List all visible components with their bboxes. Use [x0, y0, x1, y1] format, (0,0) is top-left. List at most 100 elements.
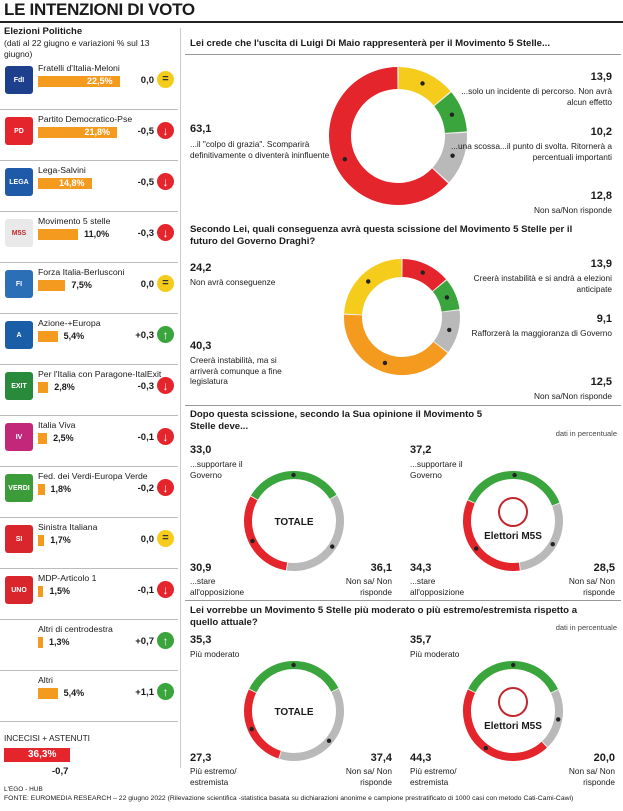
party-variation: -0,2 [137, 483, 154, 494]
arrow-down-icon: ↓ [157, 173, 174, 190]
q3-total-value-green: 33,0 [190, 444, 212, 456]
q2-label-green: Rafforzerà la maggioranza di Governo [471, 328, 612, 338]
party-logo: FI [5, 270, 33, 298]
party-value: 1,5% [49, 586, 70, 596]
q3-total-donut: TOTALE [244, 471, 344, 571]
q4-total-label-grey: Non sa/ Non risponde [345, 766, 392, 787]
column-divider [180, 28, 181, 768]
q1-rule [185, 54, 621, 55]
equal-icon: = [157, 275, 174, 292]
q4-total-donut: TOTALE [244, 661, 344, 761]
arrow-down-icon: ↓ [157, 479, 174, 496]
equal-icon: = [157, 71, 174, 88]
donut-leader-dot [450, 153, 455, 158]
q3-total-value-grey: 36,1 [370, 562, 392, 574]
undecided-variation: -0,7 [52, 766, 69, 777]
donut-leader-dot [449, 112, 455, 117]
donut-leader-dot [447, 327, 452, 333]
party-value: 5,4% [63, 331, 85, 341]
q3-m5s-value-red: 34,3 [410, 562, 432, 574]
q3-total-value-red: 30,9 [190, 562, 212, 574]
party-name: Fratelli d'Italia-Meloni [38, 63, 120, 73]
party-variation: +0,7 [135, 636, 154, 647]
party-variation: 0,0 [140, 534, 154, 545]
donut-slice-grey [279, 688, 344, 761]
party-row: UNO MDP-Articolo 1 1,5% -0,1 ↓ [0, 568, 178, 620]
party-name: Forza Italia-Berlusconi [38, 267, 125, 277]
donut-leader-dot [512, 472, 517, 478]
donut-center-label: TOTALE [274, 707, 313, 718]
q2-label-red: Creerà instabilità e si andrà a elezioni… [473, 273, 612, 294]
title-rule [0, 21, 623, 23]
q2-value-orange: 40,3 [190, 340, 212, 352]
party-variation: -0,5 [137, 126, 154, 137]
undecided-bar [4, 748, 71, 762]
donut-center-label: Elettori M5S [484, 531, 542, 542]
party-value: 11,0% [84, 229, 110, 239]
donut-leader-dot [291, 662, 296, 668]
party-logo: SI [5, 525, 33, 553]
donut-leader-dot [444, 295, 450, 300]
q2-value-grey: 12,5 [590, 376, 612, 388]
donut-slice-yellow [397, 67, 451, 106]
party-name: Movimento 5 stelle [38, 216, 111, 226]
party-value: 21,8% [84, 127, 110, 137]
q2-value-yellow: 24,2 [190, 262, 212, 274]
party-bar [38, 484, 45, 495]
party-name: Per l'Italia con Paragone-ItalExit [38, 369, 162, 379]
q2-title: Secondo Lei, quali conseguenza avrà ques… [190, 224, 573, 247]
donut-leader-dot [291, 472, 296, 478]
party-row: SI Sinistra Italiana 1,7% 0,0 = [0, 517, 178, 569]
party-bar [38, 178, 92, 189]
q1-label-green: ...una scossa...il punto di svolta. Rito… [451, 141, 612, 162]
donut-leader-dot [326, 738, 332, 744]
donut-slice-grey [286, 495, 344, 571]
q3-total-label-green: ...supportare il Governo [190, 459, 243, 480]
donut-slice-red [401, 259, 447, 292]
party-row: FI Forza Italia-Berlusconi 7,5% 0,0 = [0, 262, 178, 314]
donut-slice-orange [344, 314, 448, 375]
donut-slice-green [468, 661, 558, 693]
q4-m5s-label-red: Più estremo/ estremista [410, 766, 457, 787]
q4-note: dati in percentuale [555, 623, 617, 632]
q1-label-red: ...il "colpo di grazia". Scomparirà defi… [190, 139, 330, 160]
party-name: Fed. dei Verdi-Europa Verde [38, 471, 148, 481]
party-value: 22,5% [87, 76, 113, 86]
party-row: Altri di centrodestra 1,3% +0,7 ↑ [0, 619, 178, 671]
q3-total-label-grey: Non sa/ Non risponde [345, 576, 392, 597]
party-name: Sinistra Italiana [38, 522, 98, 532]
section-note: (dati al 22 giugno e variazioni % sul 13… [4, 38, 150, 59]
q4-m5s-label-grey: Non sa/ Non risponde [568, 766, 615, 787]
q1-value-red: 63,1 [190, 123, 212, 135]
party-row: IV Italia Viva 2,5% -0,1 ↓ [0, 415, 178, 467]
donut-slice-yellow [344, 259, 403, 316]
donut-leader-dot [483, 745, 488, 751]
party-row: A Azione-+Europa 5,4% +0,3 ↑ [0, 313, 178, 365]
party-logo: VERDI [5, 474, 33, 502]
q1-title: Lei crede che l'uscita di Luigi Di Maio … [190, 38, 551, 49]
arrow-up-icon: ↑ [157, 683, 174, 700]
q3-m5s-value-green: 37,2 [410, 444, 432, 456]
donut-slice-green [249, 661, 339, 693]
donut-slice-red [244, 689, 281, 759]
party-bar [38, 127, 118, 138]
q2-value-red: 13,9 [590, 258, 612, 270]
q3-m5s-label-green: ...supportare il Governo [410, 459, 463, 480]
q4-m5s-donut: Elettori M5S [463, 661, 563, 761]
equal-icon: = [157, 530, 174, 547]
party-logo: FdI [5, 66, 33, 94]
q3-total-label-red: ...stare all'opposizione [190, 576, 245, 597]
donut-leader-dot [250, 538, 255, 544]
arrow-down-icon: ↓ [157, 122, 174, 139]
q3-note: dati in percentuale [555, 429, 617, 438]
party-variation: +0,3 [135, 330, 154, 341]
party-row: M5S Movimento 5 stelle 11,0% -0,3 ↓ [0, 211, 178, 263]
party-variation: -0,3 [137, 228, 154, 239]
q3-rule [185, 405, 621, 406]
page-title: LE INTENZIONI DI VOTO [4, 0, 195, 19]
q4-total-value-grey: 37,4 [370, 752, 392, 764]
q1-label-yellow: ...solo un incidente di percorso. Non av… [461, 86, 612, 107]
party-logo: UNO [5, 576, 33, 604]
q3-m5s-value-grey: 28,5 [593, 562, 615, 574]
q3-m5s-donut: Elettori M5S [463, 471, 563, 571]
